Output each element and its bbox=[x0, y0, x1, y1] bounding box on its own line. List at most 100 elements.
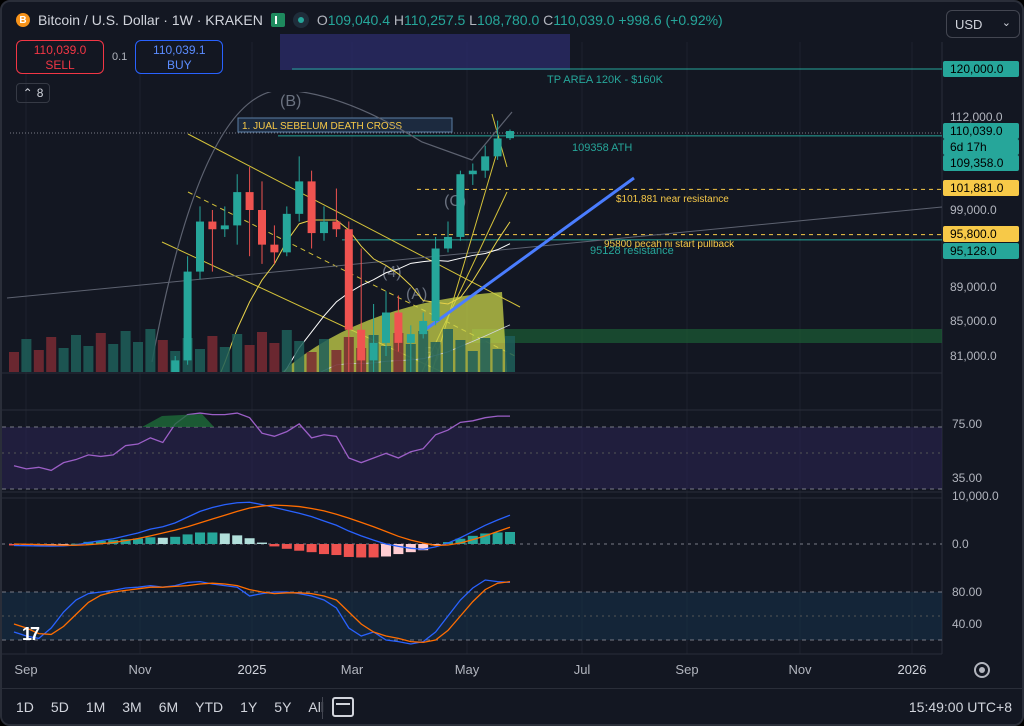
time-label-4: May bbox=[455, 662, 480, 677]
volume-bar-24 bbox=[306, 352, 317, 372]
time-label-1: Nov bbox=[128, 662, 152, 677]
ohlc-readout: O109,040.4 H110,257.5 L108,780.0 C110,03… bbox=[316, 12, 723, 28]
time-label-3: Mar bbox=[341, 662, 364, 677]
candle-body-2 bbox=[35, 549, 43, 558]
time-label-2: 2025 bbox=[238, 662, 267, 677]
macd-hist-13 bbox=[170, 536, 181, 544]
sell-price: 110,039.0 bbox=[33, 43, 87, 57]
candle-body-38 bbox=[481, 156, 490, 171]
range-1m[interactable]: 1M bbox=[85, 699, 106, 715]
price-label-6: 99,000.0 bbox=[950, 203, 997, 217]
toolbar-divider bbox=[322, 697, 323, 719]
volume-bar-31 bbox=[393, 333, 404, 372]
time-label-0: Sep bbox=[14, 662, 37, 677]
price-tag-bg-8 bbox=[943, 243, 1019, 259]
price-label-8: 95,128.0 bbox=[950, 244, 997, 258]
price-label-0: 120,000.0 bbox=[950, 62, 1004, 76]
range-1y[interactable]: 1Y bbox=[240, 699, 258, 715]
price-label-5: 101,881.0 bbox=[950, 181, 1004, 195]
macd-hist-5 bbox=[71, 543, 81, 545]
range-6m[interactable]: 6M bbox=[158, 699, 179, 715]
price-tag-bg-2 bbox=[943, 123, 1019, 139]
stoch-label-lower: 40.00 bbox=[952, 617, 982, 631]
flag-icon[interactable] bbox=[270, 13, 285, 27]
range-ytd[interactable]: YTD bbox=[195, 699, 224, 715]
macd-hist-27 bbox=[343, 544, 354, 557]
price-tag-bg-3 bbox=[943, 139, 1019, 155]
currency-select[interactable]: USD ⌄ bbox=[946, 10, 1020, 38]
range-5y[interactable]: 5Y bbox=[274, 699, 292, 715]
candle-body-15 bbox=[196, 221, 204, 272]
ohlc-low: 108,780.0 bbox=[476, 12, 540, 28]
range-3m[interactable]: 3M bbox=[122, 699, 142, 715]
range-all[interactable]: All bbox=[308, 699, 324, 715]
range-1d[interactable]: 1D bbox=[16, 699, 34, 715]
price-label-4: 109,358.0 bbox=[950, 156, 1004, 170]
candle-body-26 bbox=[332, 221, 341, 230]
candle-body-30 bbox=[382, 312, 390, 343]
candle-body-36 bbox=[456, 174, 465, 237]
price-label-7: 95,800.0 bbox=[950, 227, 997, 241]
ohlc-change: +998.6 (+0.92%) bbox=[618, 12, 723, 28]
volume-bar-21 bbox=[269, 343, 280, 372]
candle-body-35 bbox=[444, 236, 452, 249]
candle-body-25 bbox=[320, 221, 328, 234]
volume-bar-25 bbox=[319, 339, 329, 372]
ohlc-high: 110,257.5 bbox=[404, 12, 466, 28]
candle-body-24 bbox=[307, 181, 316, 234]
macd-hist-28 bbox=[356, 544, 367, 558]
volume-bar-9 bbox=[120, 331, 131, 372]
pullback-label: 95800 pecah ni start pullback bbox=[604, 239, 735, 250]
buy-button[interactable]: 110,039.1 BUY bbox=[135, 40, 224, 74]
ohlc-close: 110,039.0 bbox=[553, 12, 615, 28]
macd-hist-9 bbox=[120, 539, 131, 544]
stoch-k-line bbox=[13, 579, 511, 645]
macd-hist-0 bbox=[9, 544, 19, 546]
bell-curve bbox=[151, 92, 513, 363]
volume-bar-33 bbox=[418, 331, 429, 372]
macd-hist-38 bbox=[480, 533, 491, 544]
range-5d[interactable]: 5D bbox=[50, 699, 69, 715]
macd-label-upper: 10,000.0 bbox=[952, 489, 999, 503]
symbol-title[interactable]: Bitcoin / U.S. Dollar · 1W · KRAKEN bbox=[38, 12, 263, 28]
candle-body-32 bbox=[406, 334, 415, 343]
market-status-icon[interactable] bbox=[292, 12, 309, 28]
macd-hist-14 bbox=[182, 534, 193, 544]
candle-body-3 bbox=[47, 557, 55, 575]
chevron-up-icon: ⌃ bbox=[22, 86, 33, 100]
macd-hist-31 bbox=[393, 544, 404, 555]
gear-icon[interactable] bbox=[974, 662, 990, 678]
drawing-group bbox=[6, 92, 942, 575]
near-resistance-label: $101,881 near resistance bbox=[616, 194, 729, 205]
candle-body-40 bbox=[506, 131, 514, 139]
stoch-label-upper: 80.00 bbox=[952, 585, 982, 599]
price-label-11: 81,000.0 bbox=[950, 349, 997, 363]
indicator-count: 8 bbox=[36, 86, 44, 100]
clock-readout[interactable]: 15:49:00 UTC+8 bbox=[908, 699, 1012, 715]
sell-button[interactable]: 110,039.0 SELL bbox=[16, 40, 104, 74]
calendar-icon[interactable] bbox=[332, 697, 354, 717]
macd-hist-23 bbox=[294, 544, 305, 551]
candle-body-18 bbox=[233, 192, 242, 226]
macd-hist-18 bbox=[232, 535, 243, 544]
candle-body-19 bbox=[245, 192, 254, 210]
candle-body-28 bbox=[357, 329, 366, 361]
chevron-down-icon: ⌄ bbox=[1001, 17, 1011, 29]
tradingview-logo[interactable]: 17 bbox=[22, 624, 40, 644]
ath-label: 109358 ATH bbox=[572, 142, 632, 154]
price-tag-bg-0 bbox=[943, 61, 1019, 77]
death-cross-label: 1. JUAL SEBELUM DEATH CROSS bbox=[242, 121, 402, 132]
indicators-collapse-button[interactable]: ⌃ 8 bbox=[16, 83, 50, 103]
macd-hist-12 bbox=[157, 537, 168, 544]
candle-body-37 bbox=[468, 170, 477, 175]
candle-body-13 bbox=[171, 360, 180, 372]
candle-body-20 bbox=[258, 210, 266, 245]
time-label-8: 2026 bbox=[898, 662, 927, 677]
rsi-label-lower: 35.00 bbox=[952, 471, 982, 485]
macd-signal-line bbox=[13, 504, 511, 547]
buy-label: BUY bbox=[166, 58, 192, 72]
volume-bar-40 bbox=[505, 336, 515, 372]
volume-bar-7 bbox=[95, 333, 106, 372]
